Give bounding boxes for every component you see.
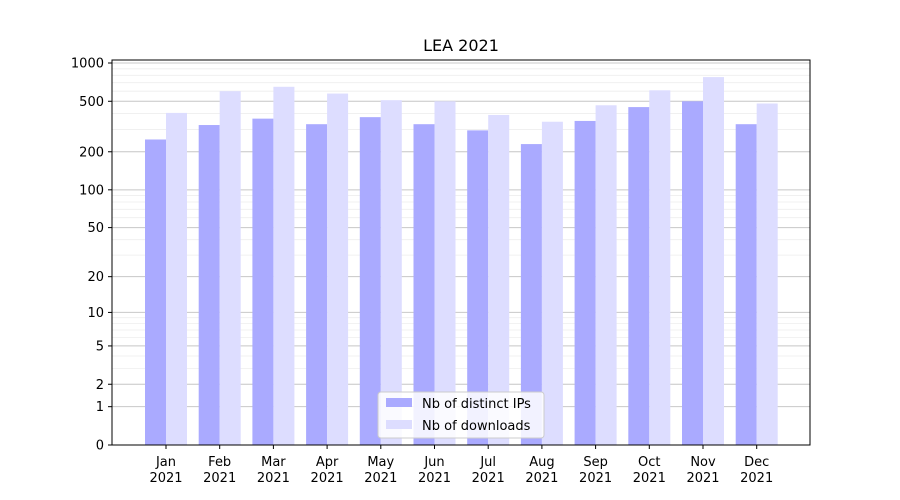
bar-distinct-ips: [628, 107, 650, 446]
bar-downloads: [327, 93, 349, 445]
bar-downloads: [595, 105, 617, 445]
y-tick-label: 10: [87, 306, 104, 321]
bar-distinct-ips: [306, 124, 328, 445]
y-tick-label: 20: [87, 270, 104, 285]
x-tick-label-month: Feb: [208, 455, 231, 470]
x-tick-label-year: 2021: [633, 471, 666, 486]
legend-swatch-downloads: [386, 420, 412, 429]
y-tick-label: 5: [96, 339, 104, 354]
x-tick-label-month: Jan: [155, 455, 176, 470]
bar-distinct-ips: [682, 101, 703, 446]
y-tick-label: 50: [87, 221, 104, 236]
bar-distinct-ips: [735, 124, 757, 445]
bar-distinct-ips: [467, 130, 489, 445]
x-tick-label-year: 2021: [311, 471, 344, 486]
y-tick-label: 0: [96, 439, 104, 454]
bar-downloads: [756, 103, 778, 445]
bar-distinct-ips: [359, 117, 381, 445]
x-axis: Jan2021Feb2021Mar2021Apr2021May2021Jun20…: [149, 445, 773, 486]
x-tick-label-year: 2021: [257, 471, 290, 486]
bar-downloads: [488, 114, 510, 446]
bar-downloads: [703, 77, 724, 445]
bars: [145, 77, 778, 446]
legend-swatch-distinct-ips: [386, 398, 412, 407]
bar-downloads: [380, 100, 402, 445]
x-tick-label-year: 2021: [579, 471, 612, 486]
x-tick-label-month: Dec: [744, 455, 769, 470]
bar-downloads: [219, 91, 241, 446]
chart-title: LEA 2021: [423, 36, 499, 55]
x-tick-label-month: Aug: [529, 455, 554, 470]
legend-label-distinct-ips: Nb of distinct IPs: [422, 397, 531, 412]
y-tick-label: 100: [79, 183, 104, 198]
bar-downloads: [434, 101, 456, 446]
x-tick-label-month: Nov: [690, 455, 716, 470]
x-tick-label-year: 2021: [364, 471, 397, 486]
y-axis: 0 1 2 5 10 20 50 100 200 500 1000: [71, 57, 112, 454]
y-tick-label: 500: [79, 95, 104, 110]
x-tick-label-month: Apr: [316, 455, 339, 470]
bar-distinct-ips: [252, 118, 274, 446]
legend-box: [377, 391, 545, 439]
legend: Nb of distinct IPs Nb of downloads: [377, 391, 545, 439]
x-tick-label-year: 2021: [686, 471, 719, 486]
bar-distinct-ips: [574, 120, 596, 445]
y-tick-label: 1: [96, 400, 104, 415]
y-tick-label: 200: [79, 145, 104, 160]
x-tick-label-year: 2021: [149, 471, 182, 486]
x-tick-label-month: Sep: [583, 455, 608, 470]
x-tick-label-month: Jul: [479, 455, 496, 470]
bar-downloads: [649, 90, 671, 445]
plot-frame: [111, 59, 811, 446]
bar-distinct-ips: [413, 124, 435, 445]
x-tick-label-month: Jun: [423, 455, 444, 470]
bar-downloads: [273, 86, 295, 445]
x-tick-label-year: 2021: [418, 471, 451, 486]
x-tick-label-month: Oct: [638, 455, 660, 470]
legend-label-downloads: Nb of downloads: [422, 419, 531, 434]
y-tick-label: 1000: [71, 57, 104, 72]
x-tick-label-year: 2021: [203, 471, 236, 486]
y-tick-label: 2: [96, 378, 104, 393]
x-tick-label-month: Mar: [261, 455, 286, 470]
bar-distinct-ips: [198, 125, 220, 446]
x-tick-label-month: May: [367, 455, 394, 470]
bar-distinct-ips: [145, 139, 166, 445]
x-tick-label-year: 2021: [525, 471, 558, 486]
bar-downloads: [541, 121, 563, 446]
x-tick-label-year: 2021: [740, 471, 773, 486]
bar-downloads: [166, 112, 187, 445]
bar-distinct-ips: [520, 144, 542, 445]
x-tick-label-year: 2021: [472, 471, 505, 486]
